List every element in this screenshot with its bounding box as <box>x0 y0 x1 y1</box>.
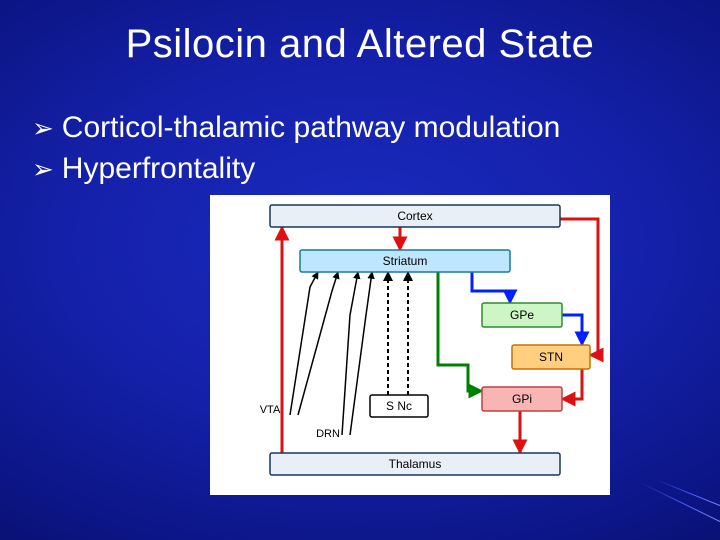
svg-text:STN: STN <box>539 350 563 364</box>
slide: Psilocin and Altered State ➢ Corticol-th… <box>0 0 720 540</box>
svg-text:Thalamus: Thalamus <box>389 457 442 471</box>
svg-text:Cortex: Cortex <box>397 209 432 223</box>
pathway-diagram: Cortex Striatum GPe STN GPi S Nc Thalamus VTA DR… <box>210 195 610 495</box>
slide-title: Psilocin and Altered State <box>0 22 720 67</box>
bullet-list: ➢ Corticol-thalamic pathway modulation ➢… <box>32 108 560 189</box>
bullet-item: ➢ Corticol-thalamic pathway modulation <box>32 108 560 149</box>
bullet-text: Corticol-thalamic pathway modulation <box>62 108 561 149</box>
svg-text:GPi: GPi <box>512 392 532 406</box>
bullet-text: Hyperfrontality <box>62 149 255 190</box>
bullet-marker-icon: ➢ <box>32 115 54 141</box>
diagram-svg: Cortex Striatum GPe STN GPi S Nc Thalamus VTA DR… <box>210 195 610 495</box>
bullet-item: ➢ Hyperfrontality <box>32 149 560 190</box>
svg-text:Striatum: Striatum <box>383 254 428 268</box>
svg-text:S Nc: S Nc <box>386 399 412 413</box>
svg-text:DRN: DRN <box>316 428 340 440</box>
corner-decoration <box>660 480 720 540</box>
svg-text:GPe: GPe <box>510 308 534 322</box>
svg-text:VTA: VTA <box>260 404 281 416</box>
bullet-marker-icon: ➢ <box>32 156 54 182</box>
